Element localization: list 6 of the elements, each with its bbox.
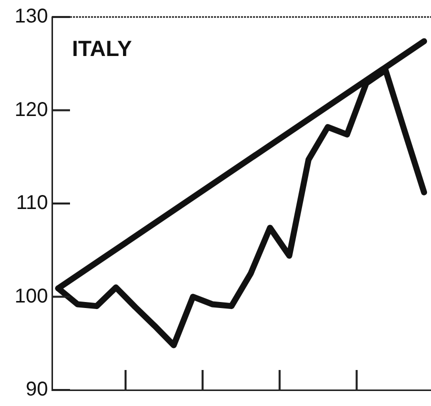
y-tick-label: 130: [14, 6, 48, 28]
text: ITALY: [72, 36, 132, 62]
y-tick-label: 90: [26, 378, 48, 401]
y-tick-label: 100: [14, 285, 48, 308]
y-tick-label: 120: [14, 98, 48, 121]
y-tick-label: 110: [16, 192, 48, 214]
